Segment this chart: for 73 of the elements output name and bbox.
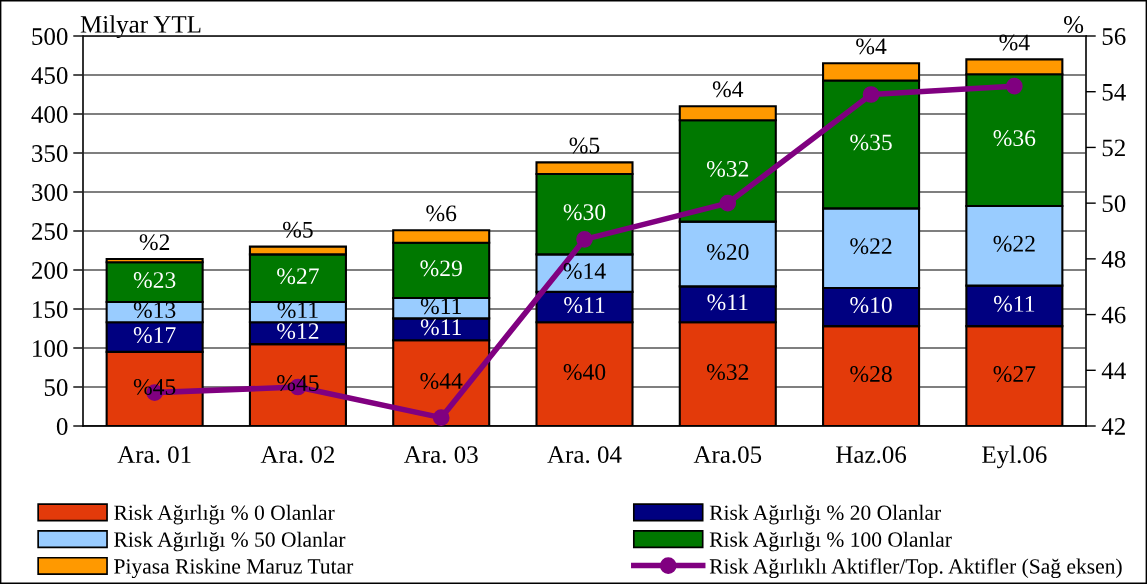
- annotation: %11: [707, 294, 748, 311]
- x-tick-label: Ara. 04: [547, 446, 622, 464]
- annotation: %4: [999, 34, 1030, 51]
- legend-label: Piyasa Riskine Maruz Tutar: [114, 558, 354, 579]
- y-tick-label: 450: [31, 67, 68, 84]
- annotation: %32: [706, 364, 749, 381]
- point: [862, 86, 880, 103]
- annotation: %28: [850, 366, 892, 383]
- annotation: %44: [420, 373, 463, 390]
- y2-tick-label: 44: [1101, 362, 1126, 379]
- annotation: %35: [850, 134, 892, 151]
- annotation: %11: [420, 298, 461, 315]
- annotation: %22: [850, 238, 892, 255]
- y2-tick-label: 42: [1101, 418, 1125, 435]
- annotation: %32: [706, 160, 749, 177]
- y2-axis-title: %: [1064, 16, 1084, 33]
- annotation: %40: [563, 364, 606, 381]
- annotation: %11: [993, 295, 1035, 312]
- y-tick-label: 50: [44, 379, 68, 396]
- y-tick-label: 500: [32, 28, 68, 45]
- annotation: %10: [850, 297, 892, 314]
- annotation: %45: [277, 375, 319, 392]
- y-axis-title: Milyar YTL: [80, 15, 201, 38]
- annotation: %4: [712, 81, 744, 98]
- annotation: %11: [277, 302, 318, 319]
- y-tick-label: 100: [33, 340, 68, 357]
- y2-tick-label: 56: [1102, 28, 1126, 45]
- annotation: %30: [563, 204, 606, 221]
- annotation: %36: [993, 130, 1036, 147]
- point: [432, 409, 450, 426]
- annotation: %29: [420, 260, 462, 277]
- annotation: %27: [277, 268, 319, 285]
- y-tick-label: 300: [32, 184, 68, 201]
- annotation: %45: [133, 378, 176, 395]
- legend-label: Risk Ağırlıklı Aktifler/Top. Aktifler (Sağ eksen): [709, 558, 1122, 579]
- point: [719, 194, 737, 212]
- point: [1006, 77, 1023, 95]
- annotation: %27: [993, 366, 1036, 383]
- y2-tick-label: 50: [1102, 195, 1126, 213]
- y2-tick-label: 48: [1101, 250, 1126, 268]
- y-tick-label: 200: [32, 262, 68, 279]
- annotation: %11: [420, 319, 461, 336]
- y-tick-label: 150: [33, 301, 68, 318]
- point: [576, 231, 593, 248]
- legend-label: Risk Ağırlığı % 0 Olanlar: [114, 504, 335, 525]
- annotation: %20: [706, 243, 749, 260]
- annotation: %11: [564, 297, 605, 314]
- annotation: %22: [993, 235, 1035, 252]
- annotation: %2: [139, 234, 170, 251]
- legend-label: Risk Ağırlığı % 20 Olanlar: [709, 504, 941, 525]
- annotation: %6: [426, 205, 457, 222]
- legend-label: Risk Ağırlığı % 100 Olanlar: [709, 531, 952, 552]
- y-tick-label: 350: [32, 145, 68, 162]
- x-tick-label: Eyl.06: [982, 445, 1047, 469]
- annotation: %14: [563, 263, 606, 280]
- annotation: %23: [133, 272, 176, 289]
- x-tick-label: Ara. 01: [117, 446, 191, 464]
- y2-tick-label: 46: [1101, 306, 1126, 324]
- annotation: %17: [133, 327, 176, 344]
- y2-tick-label: 52: [1102, 139, 1125, 157]
- y-tick-label: 400: [31, 106, 68, 123]
- x-tick-label: Ara. 03: [403, 446, 478, 464]
- y-tick-label: 250: [32, 223, 68, 240]
- x-tick-label: Ara. 02: [260, 446, 335, 464]
- annotation: %5: [283, 221, 313, 238]
- y-tick-label: 0: [56, 418, 68, 435]
- x-tick-label: Haz.06: [836, 446, 907, 464]
- annotation: %12: [277, 323, 319, 340]
- y2-tick-label: 54: [1102, 83, 1126, 101]
- legend-label: Risk Ağırlığı % 50 Olanlar: [114, 531, 346, 552]
- annotation: %5: [569, 137, 600, 154]
- annotation: %4: [856, 38, 887, 55]
- x-tick-label: Ara.05: [693, 446, 762, 464]
